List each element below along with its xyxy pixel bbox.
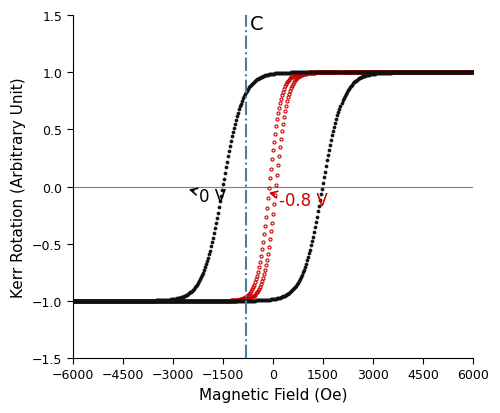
Text: C: C: [250, 15, 264, 34]
Text: -0.8 V: -0.8 V: [270, 192, 328, 210]
Text: 0 V: 0 V: [190, 187, 226, 205]
Y-axis label: Kerr Rotation (Arbitrary Unit): Kerr Rotation (Arbitrary Unit): [11, 77, 26, 297]
X-axis label: Magnetic Field (Oe): Magnetic Field (Oe): [198, 387, 347, 402]
